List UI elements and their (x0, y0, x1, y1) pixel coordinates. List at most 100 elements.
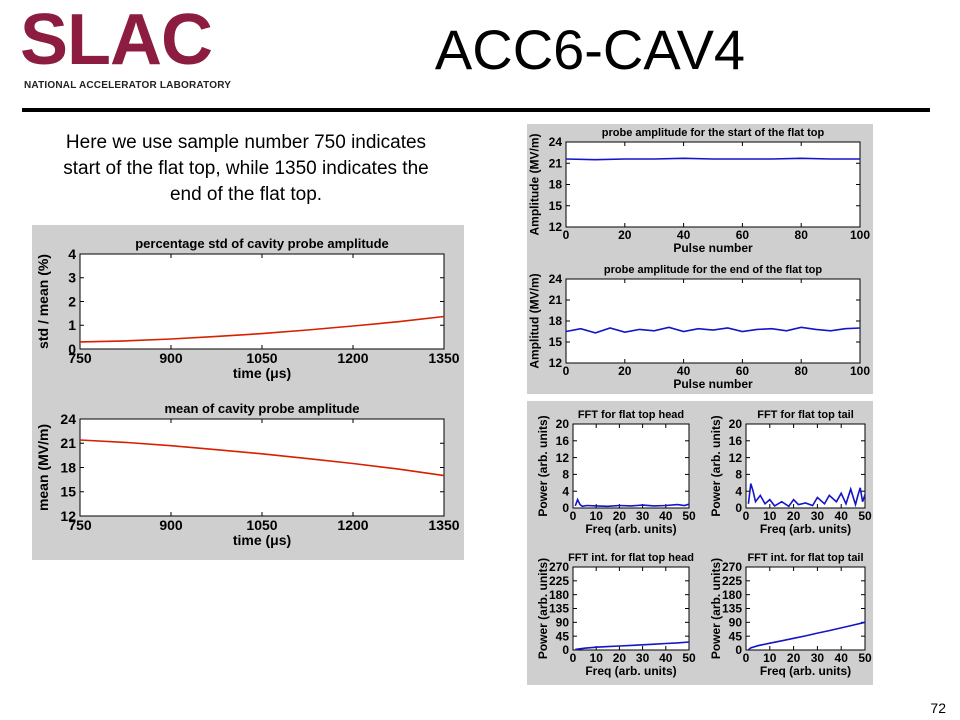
x-axis-label: time (μs) (233, 532, 291, 548)
y-axis-label: std / mean (%) (35, 254, 51, 349)
x-axis-label: Freq (arb. units) (760, 522, 851, 536)
y-tick-label: 21 (60, 435, 76, 451)
x-tick-label: 50 (858, 509, 872, 523)
y-tick-label: 8 (735, 468, 742, 482)
x-tick-label: 1200 (337, 350, 368, 366)
y-tick-label: 24 (60, 411, 76, 427)
y-tick-label: 12 (549, 356, 563, 370)
plot-area (745, 566, 866, 651)
y-tick-label: 225 (549, 574, 569, 588)
x-tick-label: 0 (570, 509, 577, 523)
x-tick-label: 1350 (428, 517, 459, 533)
x-axis-label: time (μs) (233, 365, 291, 381)
y-axis-label: mean (MV/m) (35, 424, 51, 511)
chart-title: FFT int. for flat top tail (747, 552, 863, 564)
x-tick-label: 50 (858, 651, 872, 665)
chart-title: FFT for flat top head (578, 409, 684, 421)
logo-subtitle: NATIONAL ACCELERATOR LABORATORY (24, 80, 232, 91)
chart-title: FFT int. for flat top head (568, 552, 694, 564)
y-tick-label: 0 (68, 341, 76, 357)
x-tick-label: 60 (736, 364, 750, 378)
y-tick-label: 0 (735, 643, 742, 657)
plot-area (745, 423, 866, 509)
x-axis-label: Pulse number (673, 377, 753, 391)
mean-chart: mean of cavity probe amplitude 750 900 1050… (35, 401, 460, 548)
y-tick-label: 24 (549, 272, 563, 286)
y-tick-label: 135 (722, 602, 742, 616)
x-tick-label: 100 (850, 228, 870, 242)
fft-int-head-chart: FFT int. for flat top head 0 10 20 30 40 50 045… (536, 552, 696, 678)
x-tick-label: 30 (811, 651, 825, 665)
fft-int-tail-chart: FFT int. for flat top tail 0 10 20 30 40 50 045… (709, 552, 872, 678)
y-tick-label: 180 (549, 588, 569, 602)
explanation-note: Here we use sample number 750 indicates … (63, 132, 429, 205)
chart-title: mean of cavity probe amplitude (164, 401, 359, 416)
x-axis-label: Freq (arb. units) (585, 664, 676, 678)
series-line (565, 326, 861, 334)
y-tick-label: 3 (68, 270, 76, 286)
y-tick-label: 90 (556, 616, 570, 630)
x-tick-label: 50 (682, 509, 696, 523)
y-tick-label: 16 (556, 434, 570, 448)
x-axis-label: Pulse number (673, 241, 753, 255)
series-line (79, 315, 445, 343)
x-tick-label: 20 (787, 509, 801, 523)
x-tick-label: 0 (743, 651, 750, 665)
y-tick-label: 0 (735, 501, 742, 515)
y-axis-label: Amplitude (MV/m) (527, 134, 541, 236)
y-tick-label: 15 (549, 199, 563, 213)
x-tick-label: 30 (636, 509, 650, 523)
x-tick-label: 40 (659, 651, 673, 665)
x-tick-label: 0 (570, 651, 577, 665)
chart-title: FFT for flat top tail (757, 409, 854, 421)
std-chart: percentage std of cavity probe amplitude… (35, 236, 460, 381)
y-tick-label: 18 (549, 178, 563, 192)
y-tick-label: 15 (60, 484, 76, 500)
title-divider (22, 108, 930, 112)
y-tick-label: 225 (722, 574, 742, 588)
x-tick-label: 50 (682, 651, 696, 665)
chart-title: probe amplitude for the start of the fla… (602, 127, 825, 139)
y-tick-label: 4 (735, 484, 742, 498)
right-top-figure-panel: probe amplitude for the start of the fla… (527, 124, 873, 394)
y-tick-label: 4 (68, 246, 76, 262)
series-line (747, 621, 866, 651)
x-tick-label: 30 (636, 651, 650, 665)
x-tick-label: 40 (677, 228, 691, 242)
y-tick-label: 4 (562, 484, 569, 498)
chart-title: probe amplitude for the end of the flat … (604, 264, 822, 276)
plot-area (572, 423, 690, 509)
x-tick-label: 1350 (428, 350, 459, 366)
plot-area (79, 253, 445, 350)
start-amplitude-chart: probe amplitude for the start of the fla… (527, 127, 870, 255)
x-tick-label: 750 (68, 350, 92, 366)
y-tick-label: 20 (556, 417, 570, 431)
logo-wordmark: SLAC (20, 0, 213, 80)
slide-title: ACC6-CAV4 (434, 18, 746, 81)
x-tick-label: 900 (159, 517, 183, 533)
y-tick-label: 18 (549, 314, 563, 328)
series-line (79, 439, 445, 477)
x-tick-label: 40 (677, 364, 691, 378)
right-bottom-figure-panel: FFT for flat top head 0 10 20 30 40 50 0 4 8 12 16 2… (527, 401, 873, 685)
y-axis-label: Amplitud (MV/m) (527, 273, 541, 368)
x-tick-label: 30 (811, 509, 825, 523)
y-axis-label: Power (arb. units) (709, 558, 723, 659)
x-tick-label: 0 (563, 228, 570, 242)
y-tick-label: 20 (729, 417, 743, 431)
x-tick-label: 1050 (246, 517, 277, 533)
x-tick-label: 40 (835, 509, 849, 523)
x-tick-label: 10 (590, 509, 604, 523)
y-tick-label: 15 (549, 335, 563, 349)
x-tick-label: 20 (613, 651, 627, 665)
x-tick-label: 100 (850, 364, 870, 378)
y-tick-label: 21 (549, 156, 563, 170)
y-tick-label: 18 (60, 459, 76, 475)
x-axis-label: Freq (arb. units) (585, 522, 676, 536)
y-tick-label: 0 (562, 643, 569, 657)
y-tick-label: 12 (556, 451, 570, 465)
x-tick-label: 10 (763, 651, 777, 665)
x-tick-label: 20 (618, 228, 632, 242)
left-figure-panel: percentage std of cavity probe amplitude… (32, 225, 464, 560)
